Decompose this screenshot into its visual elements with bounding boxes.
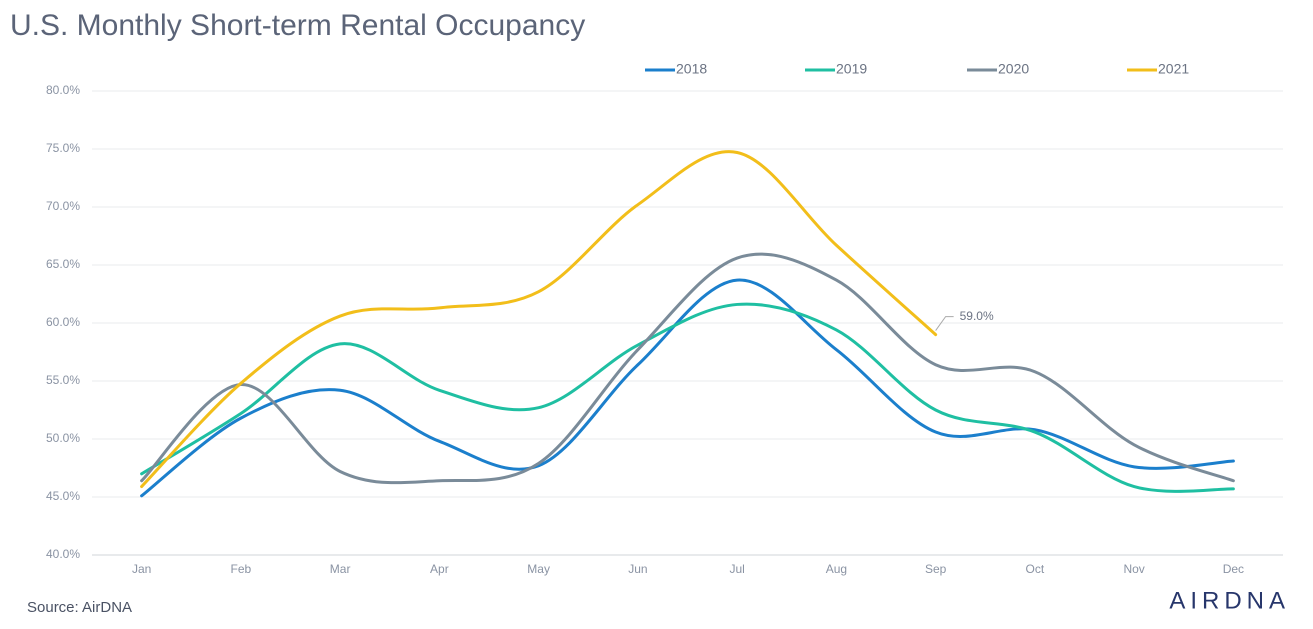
x-tick-label: Jan (132, 562, 151, 576)
x-tick-label: May (527, 562, 550, 576)
y-tick-label: 40.0% (46, 547, 80, 561)
logo: AIRDNA (1169, 587, 1290, 614)
x-tick-label: Dec (1223, 562, 1244, 576)
series-line (140, 278, 1235, 498)
x-tick-label: Feb (231, 562, 252, 576)
x-tick-label: Mar (330, 562, 351, 576)
y-tick-label: 60.0% (46, 315, 80, 329)
x-tick-label: Jun (628, 562, 647, 576)
x-tick-label: Oct (1026, 562, 1045, 576)
series-line (140, 150, 938, 489)
chart-title: U.S. Monthly Short-term Rental Occupancy (10, 9, 585, 42)
y-tick-label: 45.0% (46, 489, 80, 503)
legend-label: 2020 (998, 61, 1029, 77)
y-tick-label: 80.0% (46, 83, 80, 97)
legend-label: 2018 (676, 61, 707, 77)
x-tick-label: Aug (826, 562, 847, 576)
y-tick-label: 55.0% (46, 373, 80, 387)
legend-label: 2021 (1158, 61, 1189, 77)
x-tick-label: Apr (430, 562, 449, 576)
y-tick-label: 75.0% (46, 141, 80, 155)
x-tick-label: Jul (729, 562, 744, 576)
y-tick-label: 65.0% (46, 257, 80, 271)
legend-label: 2019 (836, 61, 867, 77)
series-line (140, 302, 1235, 493)
y-tick-label: 70.0% (46, 199, 80, 213)
series-line (140, 252, 1235, 485)
data-label: 59.0% (960, 309, 994, 323)
label-leader (935, 316, 954, 331)
x-tick-label: Nov (1123, 562, 1144, 576)
x-tick-label: Sep (925, 562, 947, 576)
y-tick-label: 50.0% (46, 431, 80, 445)
source: Source: AirDNA (27, 599, 132, 616)
